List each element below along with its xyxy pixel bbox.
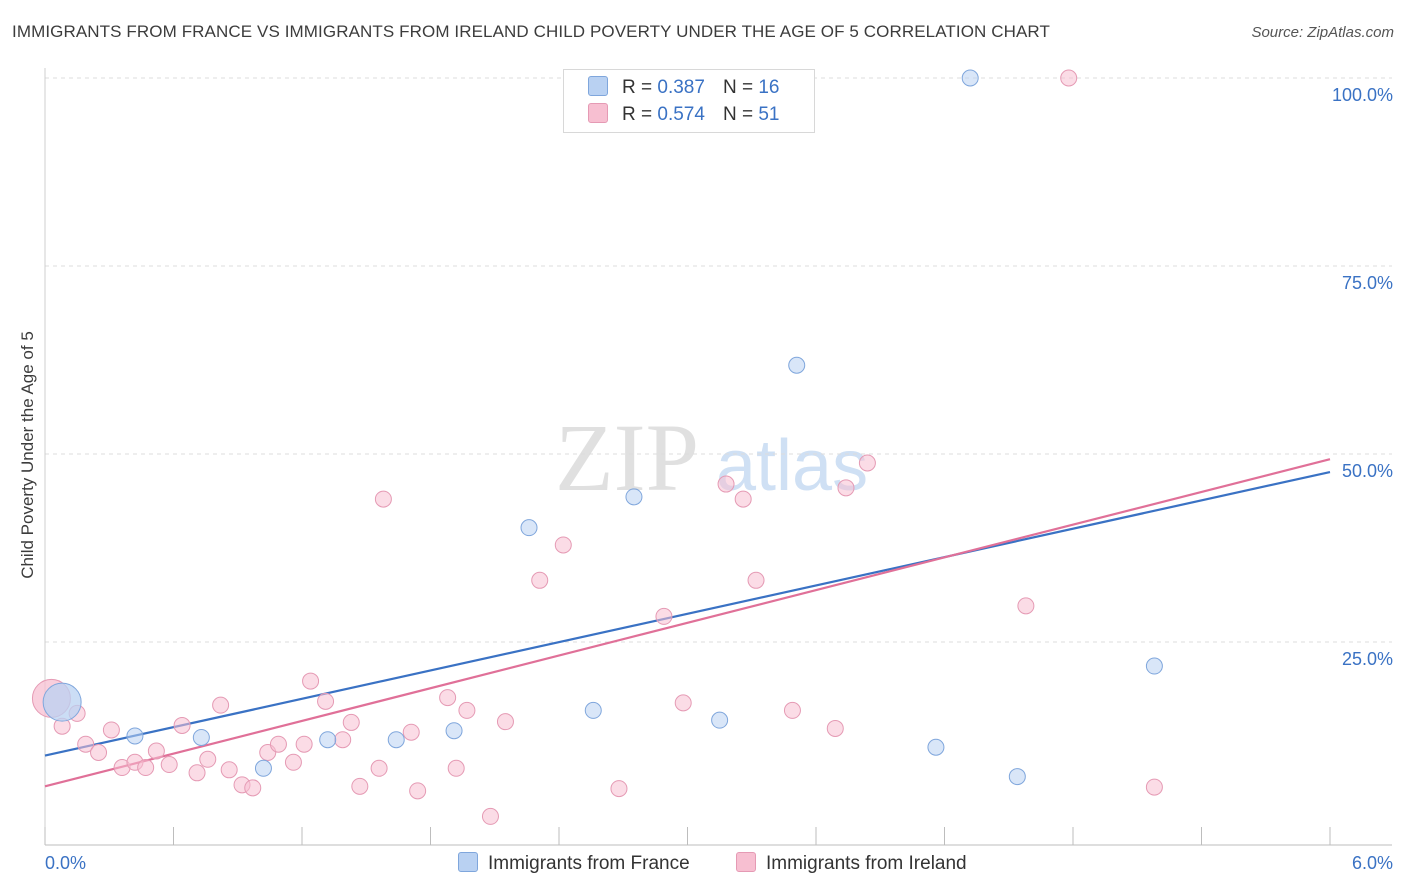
bottom-legend-label-france: Immigrants from France [488, 853, 690, 874]
data-point-ireland [284, 753, 302, 771]
legend-n-value-france: 16 [758, 77, 780, 98]
data-point-ireland [137, 759, 155, 777]
legend-swatch-ireland [588, 103, 608, 123]
legend-r-label-france: R = [622, 77, 653, 98]
y-tick-label: 100.0% [1332, 85, 1393, 105]
bottom-legend-swatch-france [458, 852, 478, 872]
data-point-france [711, 711, 729, 729]
data-point-france [961, 69, 979, 87]
legend-r-label-ireland: R = [622, 104, 653, 125]
data-point-ireland [90, 744, 108, 762]
y-tick-label: 25.0% [1342, 649, 1393, 669]
x-tick-label-min: 0.0% [45, 853, 86, 873]
data-point-france [254, 759, 272, 777]
data-point-ireland [531, 571, 549, 589]
data-points [31, 69, 1163, 825]
data-point-ireland [334, 731, 352, 749]
data-point-france [387, 731, 405, 749]
legend-r-value-france: 0.387 [657, 77, 705, 98]
data-point-france [126, 727, 144, 745]
data-point-ireland [826, 719, 844, 737]
x-tick-label-max: 6.0% [1352, 853, 1393, 873]
y-tick-label: 50.0% [1342, 461, 1393, 481]
data-point-ireland [188, 764, 206, 782]
data-point-france [788, 356, 806, 374]
data-point-ireland [173, 716, 191, 734]
data-point-ireland [674, 694, 692, 712]
data-point-ireland [734, 490, 752, 508]
data-point-france [625, 488, 643, 506]
data-point-france [319, 731, 337, 749]
data-point-france [584, 701, 602, 719]
data-point-ireland [1145, 778, 1163, 796]
data-point-ireland [244, 779, 262, 797]
data-point-france [445, 722, 463, 740]
data-point-ireland [554, 536, 572, 554]
data-point-ireland [610, 780, 628, 798]
data-point-ireland [269, 735, 287, 753]
data-point-ireland [370, 759, 388, 777]
data-point-ireland [1060, 69, 1078, 87]
data-point-ireland [342, 713, 360, 731]
data-point-france [1145, 657, 1163, 675]
data-point-ireland [317, 692, 335, 710]
data-point-ireland [402, 723, 420, 741]
data-point-ireland [374, 490, 392, 508]
data-point-ireland [1017, 597, 1035, 615]
source-label: Source: ZipAtlas.com [1251, 24, 1394, 41]
legend-row-ireland: R = 0.574 N = 51 [588, 103, 779, 126]
data-point-ireland [409, 782, 427, 800]
data-point-ireland [858, 454, 876, 472]
data-point-ireland [837, 479, 855, 497]
data-point-ireland [496, 713, 514, 731]
data-point-france [520, 519, 538, 537]
data-point-ireland [147, 742, 165, 760]
data-point-ireland [199, 750, 217, 768]
tick-labels: 25.0% 50.0% 75.0% 100.0% 0.0% 6.0% [45, 85, 1393, 873]
data-point-ireland [295, 735, 313, 753]
grid-lines [45, 77, 1392, 643]
chart-title: IMMIGRANTS FROM FRANCE VS IMMIGRANTS FRO… [12, 22, 1050, 41]
data-point-ireland [102, 721, 120, 739]
bottom-legend-swatch-ireland [736, 852, 756, 872]
watermark: ZIP atlas [555, 404, 868, 511]
trend-lines [44, 458, 1331, 788]
data-point-ireland [717, 475, 735, 493]
data-point-ireland [160, 756, 178, 774]
data-point-france [42, 682, 82, 722]
data-point-ireland [447, 759, 465, 777]
data-point-ireland [747, 571, 765, 589]
y-tick-label: 75.0% [1342, 273, 1393, 293]
bottom-legend-label-ireland: Immigrants from Ireland [766, 853, 967, 874]
legend-n-label-ireland: N = [722, 104, 754, 125]
data-point-ireland [212, 696, 230, 714]
trend-line-france [44, 470, 1331, 757]
data-point-france [1008, 768, 1026, 786]
legend-row-france: R = 0.387 N = 16 [588, 76, 779, 99]
bottom-legend-france: Immigrants from France [458, 852, 690, 875]
data-point-ireland [458, 701, 476, 719]
legend-swatch-france [588, 76, 608, 96]
legend-n-label-france: N = [722, 77, 754, 98]
y-axis-label: Child Poverty Under the Age of 5 [18, 331, 37, 579]
data-point-ireland [220, 761, 238, 779]
data-point-france [927, 738, 945, 756]
trend-line-ireland [44, 458, 1331, 788]
data-point-ireland [481, 807, 499, 825]
bottom-legend-ireland: Immigrants from Ireland [736, 852, 967, 875]
legend-r-value-ireland: 0.574 [657, 104, 705, 125]
data-point-ireland [302, 672, 320, 690]
data-point-ireland [439, 689, 457, 707]
correlation-legend: R = 0.387 N = 16 R = 0.574 N = 51 [563, 69, 815, 133]
data-point-ireland [351, 777, 369, 795]
data-point-ireland [783, 701, 801, 719]
data-point-france [192, 728, 210, 746]
data-point-ireland [655, 607, 673, 625]
data-point-ireland [77, 735, 95, 753]
legend-n-value-ireland: 51 [758, 104, 780, 125]
